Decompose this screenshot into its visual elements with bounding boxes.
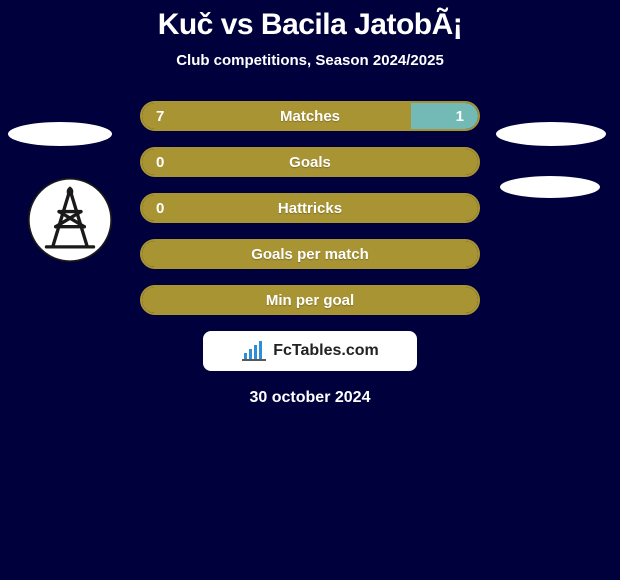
stat-bar-label: Hattricks bbox=[142, 195, 478, 221]
stat-bar-row: Hattricks0 bbox=[140, 193, 480, 223]
stat-bars: Matches71Goals0Hattricks0Goals per match… bbox=[140, 101, 480, 315]
stat-bar-left-value: 7 bbox=[156, 103, 164, 129]
stat-bar-label: Matches bbox=[142, 103, 478, 129]
oil-derrick-icon bbox=[28, 178, 112, 262]
subtitle: Club competitions, Season 2024/2025 bbox=[0, 52, 620, 69]
page-title: Kuč vs Bacila JatobÃ¡ bbox=[0, 0, 620, 42]
stat-bar-row: Min per goal bbox=[140, 285, 480, 315]
right-flag-placeholder-2 bbox=[500, 176, 600, 198]
stat-bar-right-value: 1 bbox=[456, 103, 464, 129]
stat-bar-label: Goals per match bbox=[142, 241, 478, 267]
attribution-text: FcTables.com bbox=[273, 342, 379, 360]
bar-chart-icon bbox=[241, 341, 267, 361]
right-flag-placeholder-1 bbox=[496, 122, 606, 146]
stat-bar-label: Goals bbox=[142, 149, 478, 175]
left-flag-placeholder-1 bbox=[8, 122, 112, 146]
comparison-card: Kuč vs Bacila JatobÃ¡ Club competitions,… bbox=[0, 0, 620, 580]
club-badge bbox=[28, 178, 112, 262]
stat-bar-left-value: 0 bbox=[156, 195, 164, 221]
stat-bar-left-value: 0 bbox=[156, 149, 164, 175]
stat-bar-row: Goals per match bbox=[140, 239, 480, 269]
attribution-badge: FcTables.com bbox=[203, 331, 417, 371]
attribution-row: FcTables.com bbox=[0, 331, 620, 371]
stat-bar-row: Goals0 bbox=[140, 147, 480, 177]
stat-bar-row: Matches7 1 bbox=[140, 101, 480, 131]
footer-date: 30 october 2024 bbox=[0, 389, 620, 407]
stat-bar-label: Min per goal bbox=[142, 287, 478, 313]
